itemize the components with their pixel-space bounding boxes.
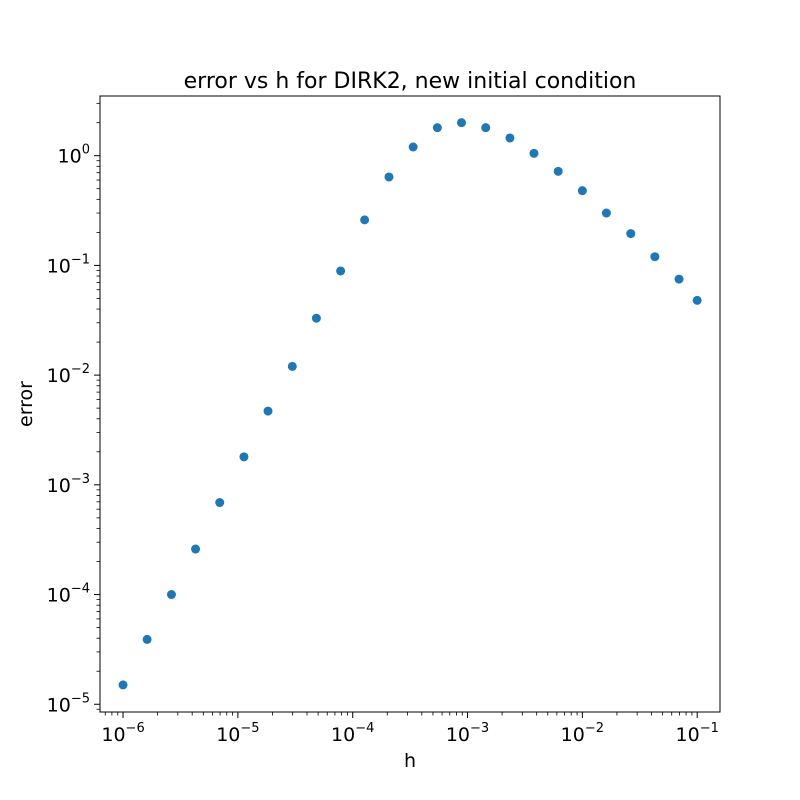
data-point [456,118,466,128]
data-point [166,590,176,600]
x-tick-label: 10−4 [331,721,374,746]
y-axis-ticks: 10−5 10−4 10−3 10−2 10−1 100 [47,143,100,716]
data-point [360,215,370,225]
x-tick-label: 10−6 [101,721,144,746]
y-tick-label: 10−2 [47,362,90,387]
data-point [191,544,201,554]
data-point [650,252,660,262]
y-axis-label: error [15,381,37,427]
data-point [529,148,539,158]
x-tick-label: 10−2 [561,721,604,746]
data-point [215,498,225,508]
y-tick-label: 10−5 [47,691,90,716]
data-point [336,266,346,276]
data-point [577,186,587,196]
plot-area-frame [99,95,721,713]
y-tick-label: 10−4 [47,582,90,607]
y-tick-label: 10−3 [47,472,90,497]
data-point [432,123,442,133]
data-point [674,274,684,284]
data-point [505,133,515,143]
data-point [626,229,636,239]
data-point [481,123,491,133]
data-point [601,208,611,218]
minor-ticks [96,102,693,716]
x-tick-label: 10−5 [216,721,259,746]
y-tick-label: 10−1 [47,252,90,277]
x-tick-label: 10−1 [676,721,719,746]
data-point [692,295,702,305]
y-tick-label: 100 [58,143,90,168]
data-point [311,313,321,323]
data-point [142,634,152,644]
data-point [384,172,394,182]
data-point [408,142,418,152]
data-point [239,452,249,462]
chart-title: error vs h for DIRK2, new initial condit… [184,69,637,94]
x-tick-label: 10−3 [446,721,489,746]
data-points [118,118,702,690]
data-point [263,406,273,416]
data-point [553,166,563,176]
x-axis-ticks: 10−6 10−5 10−4 10−3 10−2 10−1 [101,712,719,746]
x-axis-label: h [404,750,416,772]
data-point [287,361,297,371]
data-point [118,680,128,690]
